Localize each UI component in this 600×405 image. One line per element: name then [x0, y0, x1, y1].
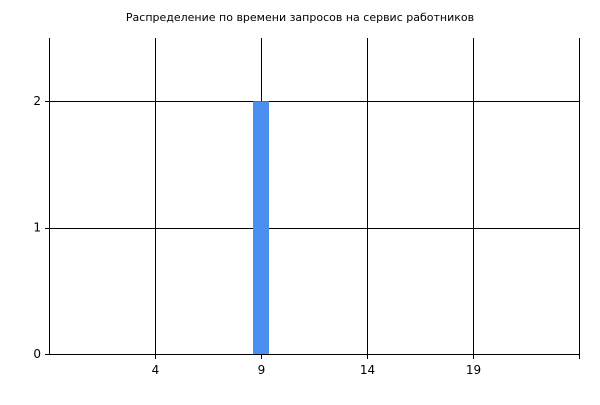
- bar-9: [253, 101, 269, 354]
- y-tick-label-1: 1: [33, 221, 41, 235]
- x-tick-label-4: 4: [152, 363, 160, 377]
- grid: [45, 38, 580, 354]
- x-tick-label-19: 19: [466, 363, 481, 377]
- x-tick-label-14: 14: [360, 363, 375, 377]
- tick-labels: 4 9 14 19 0 1 2: [33, 94, 481, 377]
- x-tick-label-9: 9: [258, 363, 266, 377]
- chart-title: Распределение по времени запросов на сер…: [125, 11, 475, 24]
- bars: [253, 101, 269, 354]
- y-tick-label-2: 2: [33, 94, 41, 108]
- axes: [45, 38, 580, 359]
- y-tick-label-0: 0: [33, 347, 41, 361]
